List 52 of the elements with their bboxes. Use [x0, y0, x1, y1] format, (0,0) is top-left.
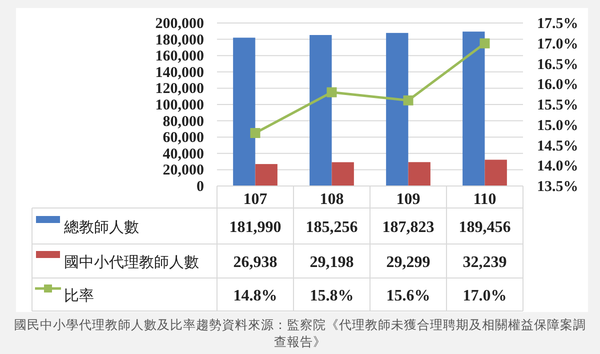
y-tick-label: 20,000	[162, 162, 204, 179]
data-label: 29,299	[386, 254, 430, 271]
y2-tick-label: 15.5%	[537, 98, 578, 114]
y-tick-label: 60,000	[162, 130, 204, 146]
y2-tick-label: 14.5%	[537, 138, 578, 154]
data-label: 187,823	[382, 219, 434, 236]
bar	[484, 160, 507, 186]
bar	[386, 32, 408, 186]
data-label: 29,198	[310, 254, 354, 271]
bar	[332, 162, 354, 186]
point	[326, 87, 337, 98]
y-tick-label: 160,000	[155, 48, 204, 65]
y-tick-label: 140,000	[155, 64, 204, 81]
y2-tick-label: 17.5%	[537, 16, 578, 32]
data-label: 15.8%	[310, 288, 354, 304]
x-tick-label: 110	[473, 191, 496, 208]
y-tick-label: 180,000	[155, 32, 204, 48]
y2-tick-label: 16.5%	[537, 56, 578, 73]
y-tick-label: 0	[196, 179, 204, 195]
data-label: 26,938	[233, 254, 278, 271]
y-tick-label: 120,000	[155, 81, 204, 98]
data-label: 32,239	[462, 254, 507, 271]
data-label: 14.8%	[233, 288, 278, 304]
data-label: 189,456	[458, 219, 511, 236]
legend-label: 比率	[64, 286, 94, 304]
data-label: 181,990	[229, 219, 282, 236]
legend-label: 總教師人數	[63, 218, 139, 236]
y-tick-label: 100,000	[155, 98, 204, 114]
point	[403, 95, 414, 106]
data-label: 17.0%	[462, 288, 507, 304]
bar	[310, 35, 332, 186]
y2-tick-label: 13.5%	[537, 179, 578, 195]
y-tick-label: 40,000	[162, 146, 204, 162]
legend-label: 國中小代理教師人數	[64, 253, 199, 271]
bar	[255, 164, 278, 186]
x-tick-label: 108	[320, 191, 344, 208]
y2-tick-label: 14.0%	[537, 158, 578, 175]
bar	[233, 38, 256, 186]
data-label: 185,256	[306, 219, 358, 236]
point	[480, 38, 490, 48]
point	[250, 128, 260, 138]
y2-tick-label: 16.0%	[537, 77, 578, 94]
y2-tick-label: 17.0%	[537, 36, 578, 52]
text: 國民中小學代理教師人數及比率趨勢資料來源：監察院《代理教師未獲合理聘期及相關權益保障案調查報告》	[13, 316, 587, 350]
data-label: 15.6%	[386, 288, 430, 304]
x-tick-label: 109	[396, 191, 420, 208]
y2-tick-label: 15.0%	[537, 118, 578, 134]
bar	[408, 162, 430, 186]
x-tick-label: 107	[243, 191, 268, 208]
y-tick-label: 80,000	[162, 114, 204, 130]
bar	[462, 32, 485, 186]
y-tick-label: 200,000	[155, 16, 204, 32]
